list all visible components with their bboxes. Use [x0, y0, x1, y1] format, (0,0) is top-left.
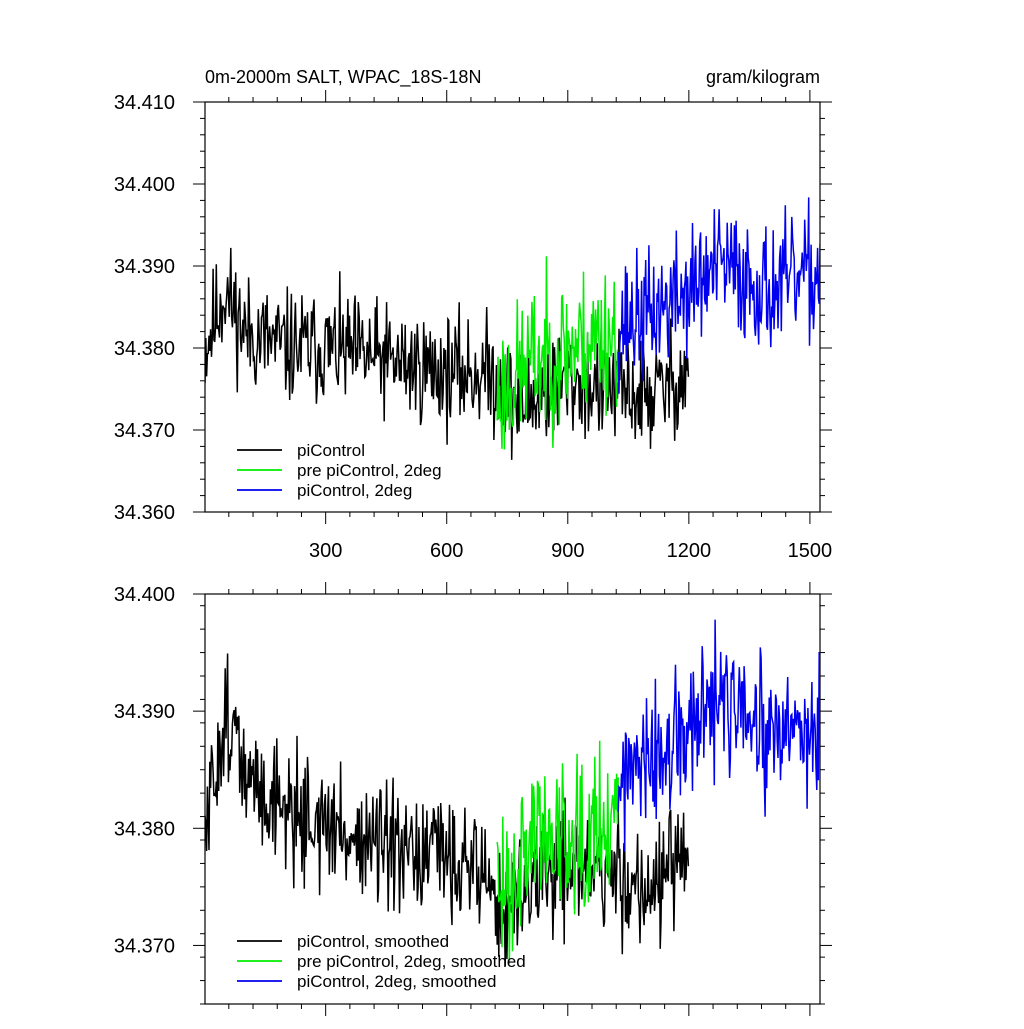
- legend-label: piControl, smoothed: [297, 932, 449, 951]
- y-tick-label: 34.380: [114, 338, 175, 360]
- x-tick-label: 900: [551, 540, 584, 562]
- plot-title: 0m-2000m SALT, WPAC_18S-18N: [205, 67, 481, 88]
- y-tick-label: 34.370: [114, 420, 175, 442]
- top-panel: 300 600 900 1200 1500 34.360 34.370 34.380 34.39…: [114, 90, 832, 562]
- legend-label: piControl: [297, 441, 365, 460]
- series-line-pre-picontrol-2deg: [496, 256, 619, 450]
- series-line-picontrol-smoothed: [205, 653, 690, 967]
- y-tick-label: 34.370: [114, 935, 175, 957]
- legend-label: piControl, 2deg, smoothed: [297, 972, 496, 991]
- y-tick-label: 34.410: [114, 92, 175, 114]
- legend-label: pre piControl, 2deg: [297, 461, 442, 480]
- series-line-picontrol-2deg-smoothed: [617, 619, 820, 852]
- y-tick-label: 34.390: [114, 701, 175, 723]
- y-tick-label: 34.380: [114, 818, 175, 840]
- y-tick-label: 34.390: [114, 256, 175, 278]
- plot-frame: [204, 593, 821, 1005]
- legend-label: pre piControl, 2deg, smoothed: [297, 952, 526, 971]
- units-label: gram/kilogram: [706, 67, 820, 87]
- y-tick-label: 34.360: [114, 502, 175, 524]
- y-tick-label: 34.400: [114, 174, 175, 196]
- x-tick-label: 1500: [788, 540, 833, 562]
- plot-frame: [204, 101, 821, 513]
- x-tick-label: 300: [309, 540, 342, 562]
- x-tick-label: 600: [430, 540, 463, 562]
- bottom-panel: 34.370 34.380 34.390 34.400 piControl, smoot…: [114, 582, 832, 1016]
- x-tick-label: 1200: [667, 540, 712, 562]
- series-line-picontrol: [205, 247, 690, 460]
- series-line-picontrol-2deg: [617, 197, 820, 394]
- legend-label: piControl, 2deg: [297, 481, 412, 500]
- y-tick-label: 34.400: [114, 584, 175, 606]
- series-line-pre-picontrol-2deg-smoothed: [496, 740, 619, 964]
